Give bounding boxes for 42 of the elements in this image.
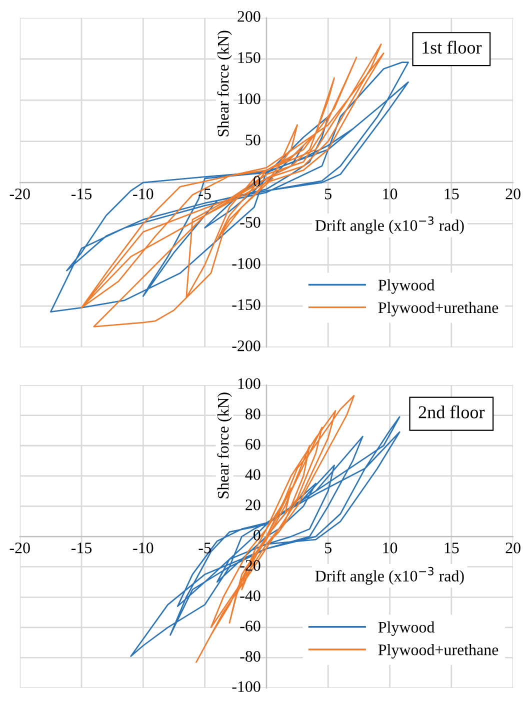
x-tick-label: 15 [444, 188, 459, 200]
x-tick-label: -20 [10, 542, 30, 554]
y-tick-label: 200 [238, 11, 260, 22]
x-tick-label: -15 [71, 542, 92, 554]
y-tick-label: 150 [238, 52, 260, 63]
x-tick-label: -10 [133, 188, 154, 200]
y-tick-label: 60 [246, 438, 260, 450]
y-tick-label: -40 [240, 590, 260, 602]
y-tick-label: -100 [232, 681, 260, 692]
x-tick-label: -20 [10, 188, 30, 200]
x-tick-label: -10 [133, 542, 154, 554]
y-tick-label: -50 [240, 216, 260, 228]
x-tick-label: 10 [383, 542, 398, 554]
y-tick-label: 20 [246, 499, 260, 510]
y-tick-label: 100 [238, 93, 260, 104]
legend-label: Plywood+urethane [378, 644, 498, 659]
x-tick-label: -5 [198, 542, 211, 554]
y-tick-label: -200 [232, 340, 260, 352]
y-tick-label: -80 [240, 650, 260, 662]
x-axis-title: Drift angle (x10$^{−3}$ rad) [315, 566, 464, 585]
legend-label: Plywood [378, 279, 435, 294]
x-tick-label: 20 [506, 188, 520, 200]
y-axis-title: Shear force (kN) [217, 30, 232, 136]
x-tick-label: 5 [325, 188, 332, 200]
x-tick-label: 10 [383, 188, 398, 200]
y-axis-title: Shear force (kN) [217, 392, 232, 498]
x-tick-label: 15 [444, 542, 459, 554]
y-tick-label: 100 [238, 378, 260, 390]
y-tick-label: -150 [232, 299, 260, 310]
x-tick-label: -15 [71, 188, 92, 200]
x-tick-label: 20 [506, 542, 520, 554]
legend-label: Plywood+urethane [378, 302, 498, 316]
legend-label: Plywood [378, 621, 435, 636]
text: 1st floor [422, 40, 482, 54]
x-tick-label: 5 [325, 542, 332, 554]
y-tick-label: 50 [246, 134, 260, 146]
y-tick-label: -100 [232, 258, 260, 269]
y-tick-label: 80 [246, 408, 260, 420]
x-axis-title: Drift angle (x10$^{−3}$ rad) [315, 216, 464, 234]
y-tick-label: -60 [240, 620, 260, 632]
text: 2nd floor [418, 405, 485, 418]
y-tick-label: 40 [245, 469, 260, 480]
